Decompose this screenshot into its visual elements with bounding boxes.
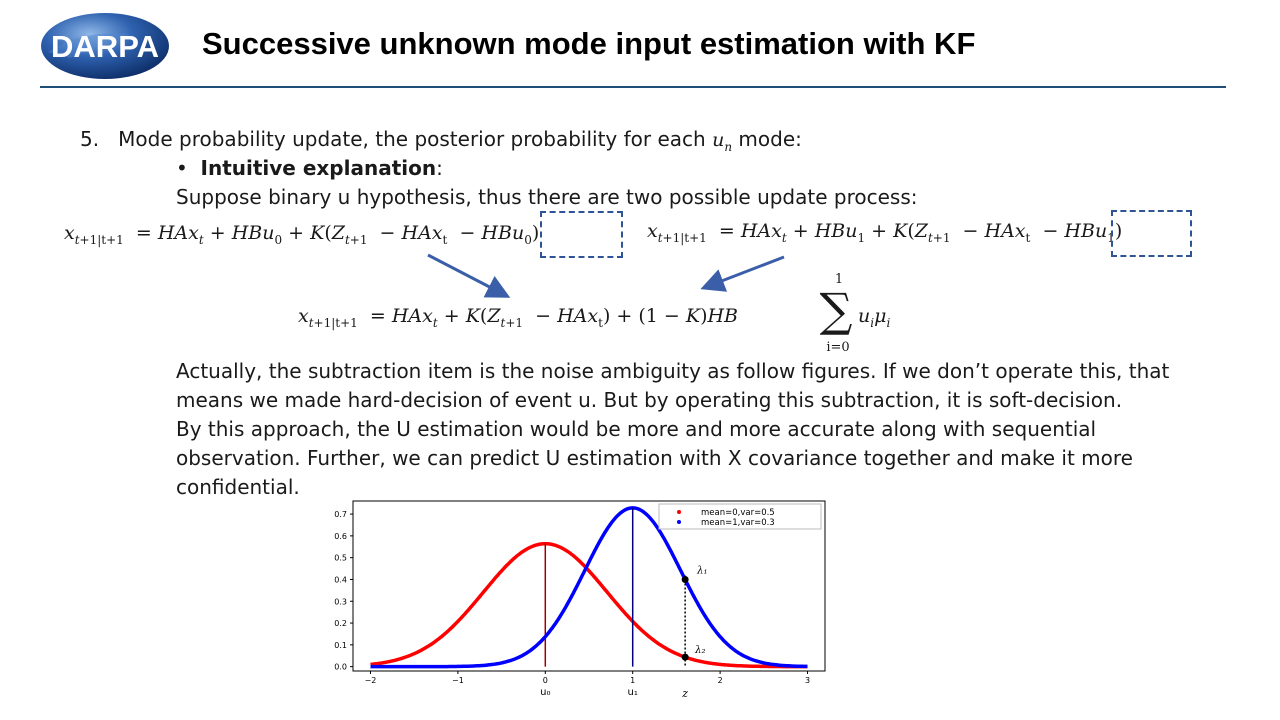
item-var-sub: n [724,139,733,154]
x-tick-label: −1 [452,676,464,685]
legend-marker [677,520,681,524]
y-tick-label: 0.4 [334,575,347,584]
lambda1-point [681,576,689,584]
curve-mean0 [370,541,808,669]
bullet-label: Intuitive explanation [200,156,437,180]
z-label: z [681,687,688,700]
item-var: u [712,129,725,151]
legend-box [658,503,822,530]
y-tick-label: 0.7 [334,510,347,519]
bullet-dot: • [176,156,188,180]
y-tick-label: 0.2 [334,619,347,628]
item-text: Mode probability update, the posterior p… [118,127,706,151]
arrow-left [427,253,511,298]
logo-text: DARPA [51,29,159,64]
paragraph-line: observation. Further, we can predict U e… [176,446,1133,470]
paragraph-line: means we made hard-decision of event u. … [176,388,1123,412]
y-tick-label: 0.1 [334,641,347,650]
dashed-box-left [540,211,623,258]
explanation-paragraph: Actually, the subtraction item is the no… [176,357,1206,502]
legend-label: mean=0,var=0.5 [701,508,775,518]
x-tick-label: 0 [543,676,548,685]
paragraph-line: confidential. [176,475,300,499]
gaussian-plot: 0.0 0.1 0.2 0.3 0.4 0.5 0.6 0.7 −2 −1 0 1 2 3 λ₁ λ₂ u₀ u₁… [334,500,826,700]
arrow-right [700,255,785,292]
equation-left: xt+1|t+1 = HAxt + HBu0 + K(Zt+1 − HAxt −… [64,222,540,247]
lambda2-label: λ₂ [694,645,705,656]
title-divider [40,86,1226,88]
legend-marker [677,510,681,514]
slide-title: Successive unknown mode input estimation… [202,26,976,61]
item-number: 5. [80,127,100,151]
y-tick-label: 0.5 [334,554,347,563]
y-tick-label: 0.0 [334,663,347,672]
x-tick-label: 1 [630,676,635,685]
u0-label: u₀ [540,687,550,698]
item-text-end: mode: [738,127,802,151]
y-tick-label: 0.6 [334,532,347,541]
sum-term: uiμi [858,305,891,330]
sum-lower: i=0 [826,340,850,355]
sum-sign: ∑ [819,283,853,337]
dashed-box-right [1111,210,1192,257]
x-tick-label: −2 [365,676,377,685]
x-tick-label: 2 [718,676,723,685]
equation-right: xt+1|t+1 = HAxt + HBu1 + K(Zt+1 − HAxt −… [647,220,1123,245]
suppose-text: Suppose binary u hypothesis, thus there … [176,185,918,209]
legend-label: mean=1,var=0.3 [701,518,775,528]
paragraph-line: By this approach, the U estimation would… [176,417,1097,441]
curve-mean1 [370,506,808,669]
sum-upper: 1 [834,272,844,287]
darpa-logo: DARPA [41,13,169,79]
paragraph-line: Actually, the subtraction item is the no… [176,359,1170,383]
lambda1-label: λ₁ [696,566,707,577]
u1-label: u₁ [628,687,638,698]
equation-combined: xt+1|t+1 = HAxt + K(Zt+1 − HAxt) + (1 − … [298,305,739,330]
y-tick-label: 0.3 [334,597,347,606]
item-5: 5. Mode probability update, the posterio… [80,127,802,154]
bullet-intuitive: • Intuitive explanation: [176,156,443,180]
lambda2-point [681,653,689,661]
x-tick-label: 3 [805,676,810,685]
